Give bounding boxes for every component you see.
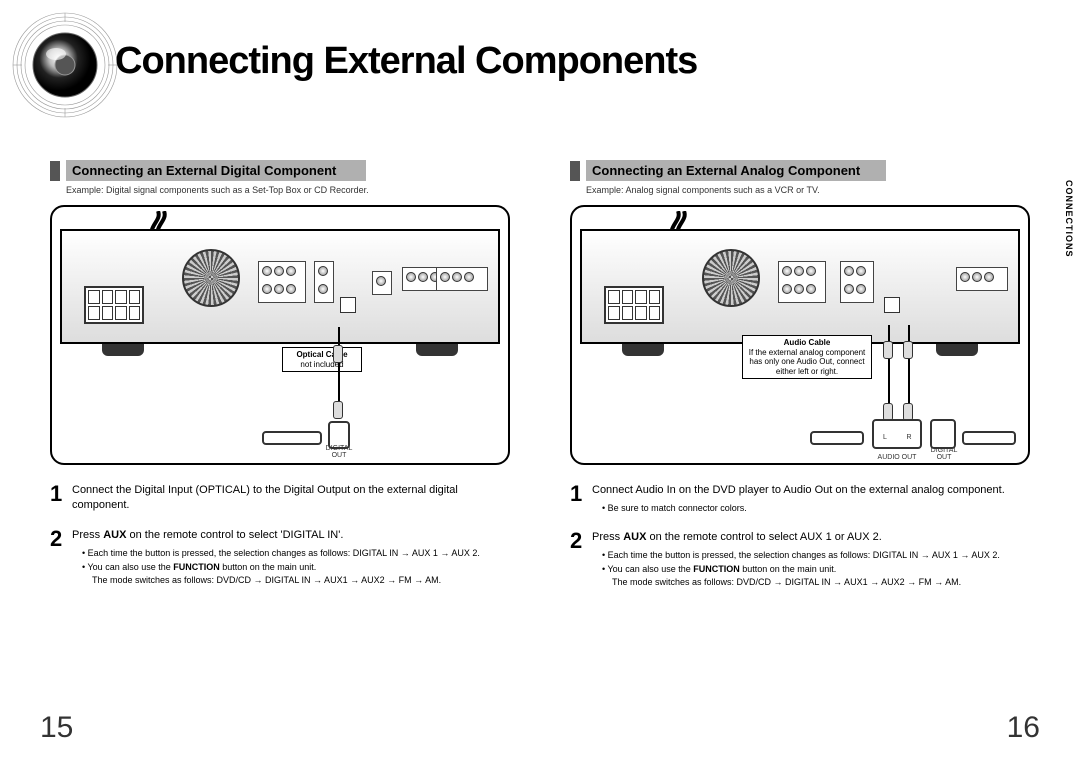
- step-body: Press AUX on the remote control to selec…: [592, 530, 1000, 590]
- page-title: Connecting External Components: [115, 40, 697, 83]
- step-1-right: 1 Connect Audio In on the DVD player to …: [570, 483, 1030, 516]
- label-body: If the external analog component has onl…: [749, 348, 866, 376]
- step-2-left: 2 Press AUX on the remote control to sel…: [50, 528, 510, 588]
- left-column: Connecting an External Digital Component…: [50, 160, 510, 604]
- rca-group-1: [258, 261, 306, 303]
- ext-digital-out-box: [930, 419, 956, 449]
- aux-in-group: [840, 261, 874, 303]
- t: You can also use the: [88, 562, 174, 572]
- digital-out-label: DIGITAL OUT: [320, 445, 358, 459]
- video-out-group: [372, 271, 392, 295]
- label-title: Audio Cable: [784, 338, 831, 347]
- heading-text: Connecting an External Analog Component: [586, 160, 886, 181]
- audio-cable-label: Audio Cable If the external analog compo…: [742, 335, 872, 379]
- section-heading-right: Connecting an External Analog Component: [570, 160, 1030, 181]
- step-body: Connect Audio In on the DVD player to Au…: [592, 483, 1005, 516]
- example-right: Example: Analog signal components such a…: [586, 185, 1030, 195]
- t: Connect Audio In on the DVD player to Au…: [592, 484, 1005, 496]
- step-body: Connect the Digital Input (OPTICAL) to t…: [72, 483, 510, 514]
- diagram-right: Audio Cable If the external analog compo…: [570, 205, 1030, 465]
- t: on the remote control to select 'DIGITAL…: [126, 529, 343, 541]
- example-left: Example: Digital signal components such …: [66, 185, 510, 195]
- plug-icon: [903, 341, 913, 359]
- bullet: Each time the button is pressed, the sel…: [602, 549, 1000, 563]
- manual-spread: Connecting External Components CONNECTIO…: [0, 0, 1080, 763]
- speaker-terminals-icon: [604, 286, 664, 324]
- l-label: L: [880, 434, 890, 441]
- fan-vent-icon: [182, 249, 240, 307]
- r-label: R: [904, 434, 914, 441]
- step-body: Press AUX on the remote control to selec…: [72, 528, 480, 588]
- sub-line: The mode switches as follows: DVD/CD → D…: [100, 574, 480, 588]
- t: Press: [72, 529, 103, 541]
- function-bold: FUNCTION: [693, 564, 740, 574]
- aux-bold: AUX: [623, 531, 646, 543]
- t: on the remote control to select AUX 1 or…: [646, 531, 881, 543]
- function-bold: FUNCTION: [173, 562, 220, 572]
- optical-port-icon: [340, 297, 356, 313]
- ext-device-left: [810, 431, 864, 445]
- bullet: Be sure to match connector colors.: [602, 502, 1005, 516]
- t: You can also use the: [608, 564, 694, 574]
- step-number: 2: [50, 528, 72, 588]
- foot-right: [936, 344, 978, 356]
- ext-device-right: [962, 431, 1016, 445]
- side-tab: CONNECTIONS: [1056, 180, 1074, 258]
- rca-group-2: [314, 261, 334, 303]
- rear-panel: [580, 229, 1020, 344]
- audio-out-label: AUDIO OUT: [872, 454, 922, 461]
- t: Press: [592, 531, 623, 543]
- optical-cable-label: Optical Cable not included: [282, 347, 362, 372]
- section-heading-left: Connecting an External Digital Component: [50, 160, 510, 181]
- plug-bottom-icon: [333, 401, 343, 419]
- foot-right: [416, 344, 458, 356]
- step-number: 1: [570, 483, 592, 516]
- ext-device-1: [262, 431, 322, 445]
- optical-port-icon: [884, 297, 900, 313]
- page-number-left: 15: [40, 711, 73, 745]
- step-2-right: 2 Press AUX on the remote control to sel…: [570, 530, 1030, 590]
- foot-left: [102, 344, 144, 356]
- rear-panel: [60, 229, 500, 344]
- t: button on the main unit.: [740, 564, 837, 574]
- content-columns: Connecting an External Digital Component…: [50, 160, 1030, 604]
- heading-stub: [50, 161, 60, 181]
- fan-vent-icon: [702, 249, 760, 307]
- heading-text: Connecting an External Digital Component: [66, 160, 366, 181]
- speaker-graphic-icon: [10, 10, 120, 120]
- step-1-left: 1 Connect the Digital Input (OPTICAL) to…: [50, 483, 510, 514]
- digital-out-label: DIGITAL OUT: [924, 447, 964, 461]
- bullets: Each time the button is pressed, the sel…: [82, 547, 480, 588]
- heading-stub: [570, 161, 580, 181]
- foot-left: [622, 344, 664, 356]
- t: button on the main unit.: [220, 562, 317, 572]
- steps-left: 1 Connect the Digital Input (OPTICAL) to…: [50, 483, 510, 588]
- bullets: Be sure to match connector colors.: [602, 502, 1005, 516]
- rca-right-group: [956, 267, 1008, 291]
- rca-group-1: [778, 261, 826, 303]
- rca-right-group: [436, 267, 488, 291]
- aux-bold: AUX: [103, 529, 126, 541]
- steps-right: 1 Connect Audio In on the DVD player to …: [570, 483, 1030, 590]
- step-number: 1: [50, 483, 72, 514]
- speaker-terminals-icon: [84, 286, 144, 324]
- diagram-left: Optical Cable not included DIGITAL OUT: [50, 205, 510, 465]
- plug-icon: [883, 341, 893, 359]
- bullet: Each time the button is pressed, the sel…: [82, 547, 480, 561]
- plug-top-icon: [333, 345, 343, 363]
- sub-line: The mode switches as follows: DVD/CD → D…: [620, 576, 1000, 590]
- bullet: You can also use the FUNCTION button on …: [602, 563, 1000, 590]
- bullet: You can also use the FUNCTION button on …: [82, 561, 480, 588]
- bullets: Each time the button is pressed, the sel…: [602, 549, 1000, 590]
- page-number-right: 16: [1007, 711, 1040, 745]
- step-number: 2: [570, 530, 592, 590]
- right-column: Connecting an External Analog Component …: [570, 160, 1030, 604]
